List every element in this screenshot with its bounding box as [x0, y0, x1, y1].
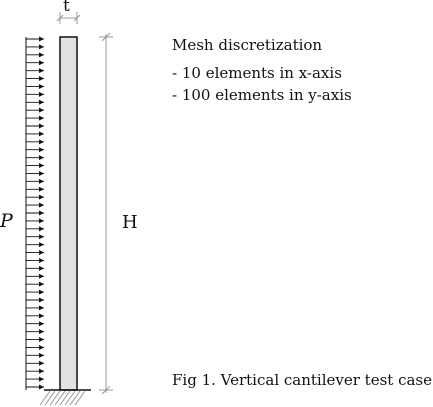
- support-hatch-line: [55, 391, 65, 405]
- pressure-label: P: [0, 210, 13, 232]
- height-dimension: [99, 33, 113, 394]
- figure-caption: Fig 1. Vertical cantilever test case: [172, 371, 432, 389]
- support-hatch-line: [65, 391, 75, 405]
- height-label: H: [122, 212, 138, 233]
- mesh-y-axis-text: - 100 elements in y-axis: [172, 86, 352, 104]
- pressure-load-arrows: [26, 39, 44, 387]
- support-hatch-line: [45, 391, 55, 405]
- support-hatch-line: [75, 391, 85, 405]
- thickness-label: t: [63, 0, 70, 16]
- support-hatch-line: [70, 391, 80, 405]
- cantilever-beam: [60, 37, 77, 390]
- mesh-x-axis-text: - 10 elements in x-axis: [172, 64, 342, 82]
- mesh-title: Mesh discretization: [172, 36, 322, 54]
- support-hatch-line: [40, 391, 50, 405]
- fixed-support-hatching: [40, 391, 85, 405]
- support-hatch-line: [50, 391, 60, 405]
- support-hatch-line: [60, 391, 70, 405]
